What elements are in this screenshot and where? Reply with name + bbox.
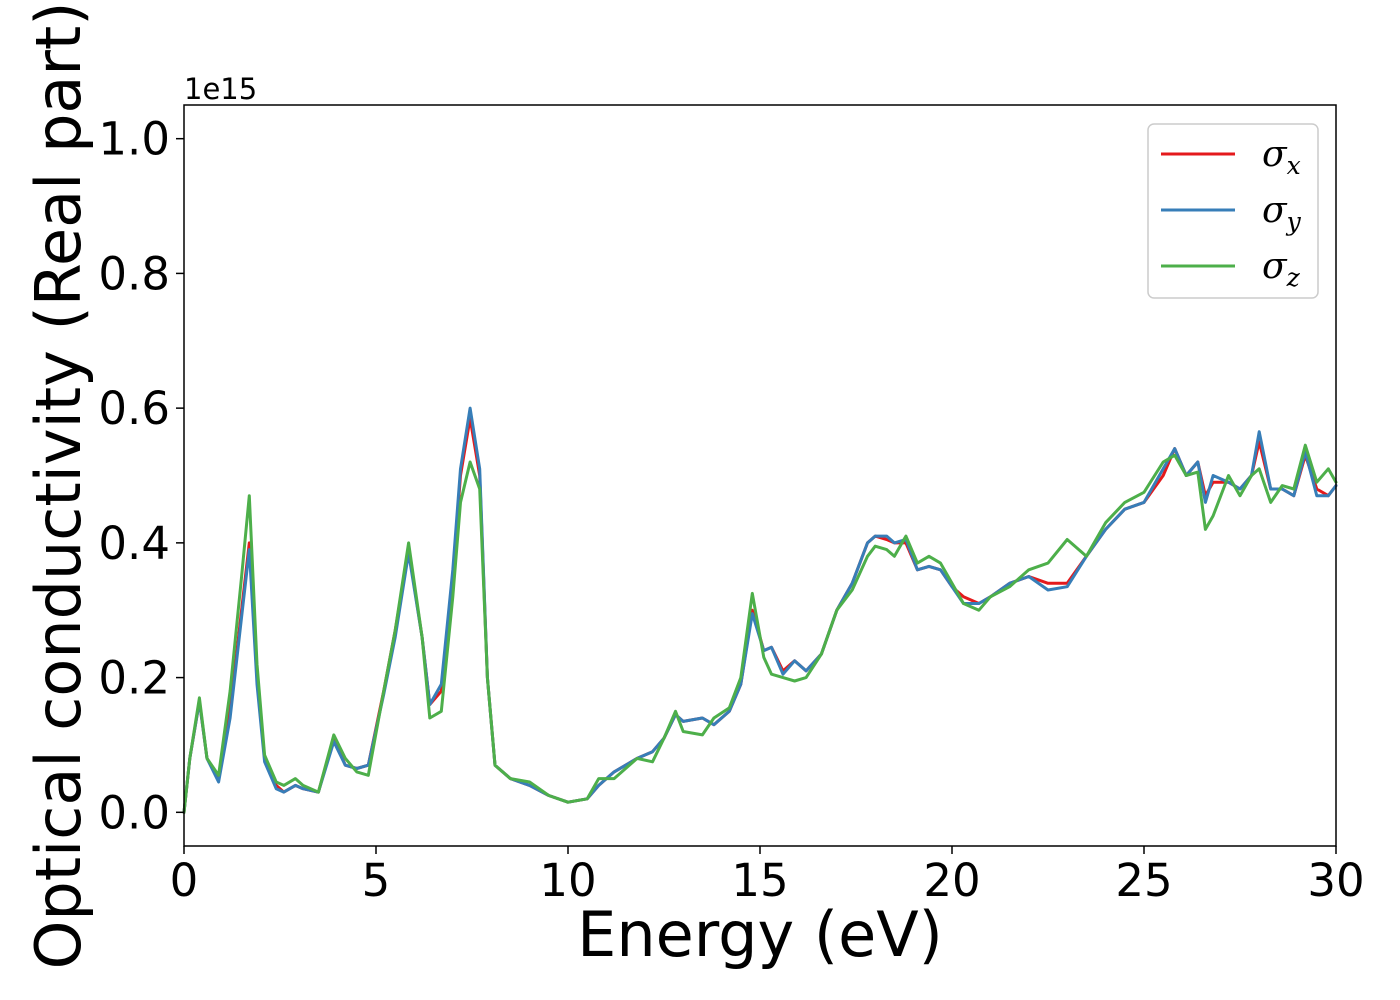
plot-area — [182, 104, 1338, 847]
y-tick-label: 0.2 — [98, 652, 170, 705]
y-tick-label: 0.6 — [98, 382, 170, 435]
x-tick-label: 10 — [539, 854, 596, 907]
x-tick-label: 15 — [731, 854, 788, 907]
x-tick-label: 30 — [1307, 854, 1364, 907]
series-layer — [182, 406, 1338, 814]
y-tick-label: 0.0 — [98, 786, 170, 839]
y-tick-label: 0.8 — [98, 247, 170, 300]
y-tick-label: 0.4 — [98, 517, 170, 570]
x-tick-label: 20 — [923, 854, 980, 907]
y-axis: 0.0 0.2 0.4 0.6 0.8 1.0 — [98, 113, 184, 839]
x-tick-label: 0 — [170, 854, 199, 907]
series-line-z — [182, 443, 1338, 814]
x-axis: 0 5 10 15 20 25 30 — [170, 846, 1365, 907]
y-axis-offset-text: 1e15 — [184, 72, 257, 106]
x-tick-label: 25 — [1115, 854, 1172, 907]
x-axis-label: Energy (eV) — [577, 898, 943, 971]
y-axis-label: Optical conductivity (Real part) — [22, 2, 95, 970]
y-tick-label: 1.0 — [98, 113, 170, 166]
x-tick-label: 5 — [362, 854, 391, 907]
